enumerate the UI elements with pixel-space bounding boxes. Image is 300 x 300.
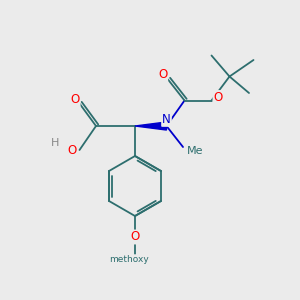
Text: O: O <box>70 93 80 106</box>
Text: O: O <box>130 230 140 244</box>
Text: methoxy: methoxy <box>109 255 149 264</box>
Text: H: H <box>51 137 60 148</box>
Text: O: O <box>158 68 167 82</box>
Text: Me: Me <box>187 146 203 156</box>
Text: O: O <box>68 143 76 157</box>
Text: O: O <box>214 91 223 104</box>
Polygon shape <box>135 122 166 130</box>
Text: N: N <box>162 113 171 126</box>
